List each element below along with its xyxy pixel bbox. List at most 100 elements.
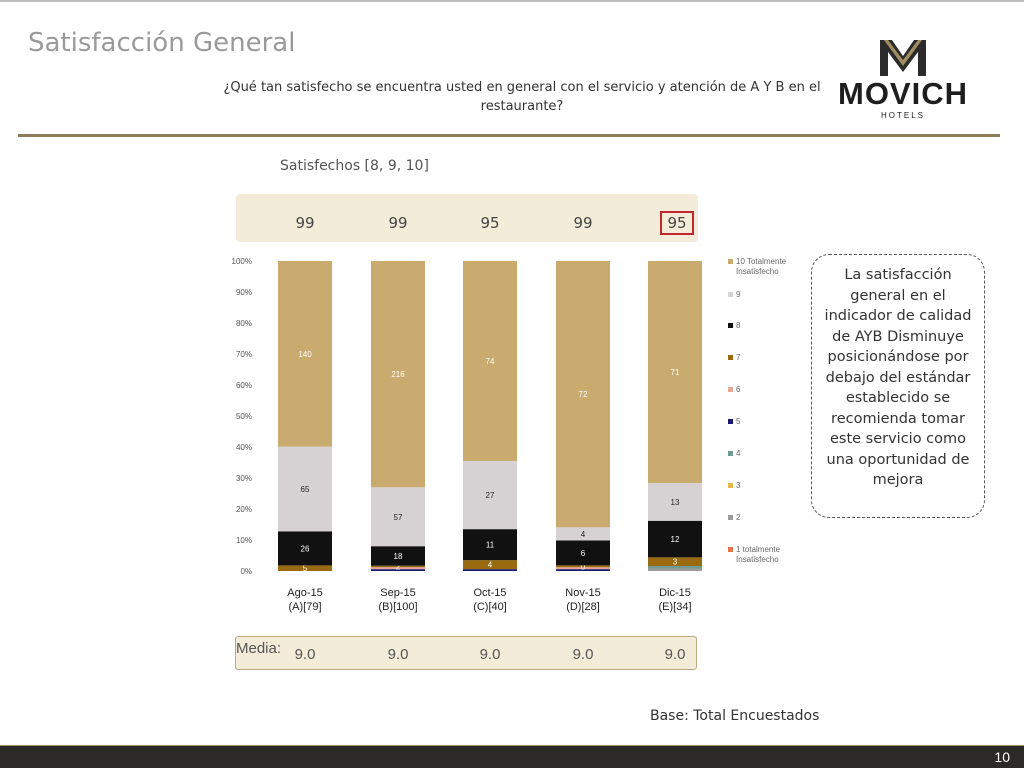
- top-rule: [0, 0, 1024, 2]
- satisfied-value: 99: [295, 214, 315, 232]
- legend-label: 6: [736, 385, 741, 394]
- bar-data-label: 11: [486, 541, 495, 550]
- bar-data-label: 74: [486, 357, 495, 366]
- logo-m-icon: [880, 40, 926, 76]
- legend-label: 10 Totalmente Insatisfecho: [736, 257, 787, 276]
- legend-label: 9: [736, 290, 741, 299]
- base-note: Base: Total Encuestados: [650, 708, 820, 724]
- legend-swatch: [728, 387, 733, 392]
- footer-bar: [0, 746, 1024, 768]
- bar-segment: [556, 565, 610, 568]
- bar-data-label: 18: [394, 552, 403, 561]
- bar-segment: [556, 527, 610, 541]
- bar-segment: [371, 565, 425, 568]
- y-tick-label: 10%: [236, 536, 252, 545]
- legend-label: 4: [736, 449, 741, 458]
- page-number: 10: [994, 749, 1010, 765]
- category-month: Dic-15: [659, 587, 691, 599]
- y-tick-label: 30%: [236, 474, 252, 483]
- bar-segment: [648, 568, 702, 571]
- bar-segment: [278, 261, 332, 447]
- y-tick-label: 80%: [236, 319, 252, 328]
- legend-swatch: [728, 451, 733, 456]
- bar-segment: [463, 261, 517, 461]
- category-base: (C)[40]: [473, 601, 507, 613]
- survey-question: ¿Qué tan satisfecho se encuentra usted e…: [223, 80, 821, 114]
- media-value: 9.0: [572, 646, 594, 663]
- legend-swatch: [728, 292, 733, 297]
- category-month: Nov-15: [565, 587, 601, 599]
- y-tick-label: 20%: [236, 505, 252, 514]
- bar-data-label: 0: [581, 562, 586, 571]
- bar-data-label: 5: [303, 564, 308, 573]
- category-month: Sep-15: [380, 587, 416, 599]
- legend-label: 5: [736, 417, 741, 426]
- bar-data-label: 12: [671, 535, 680, 544]
- bar-data-label: 4: [488, 561, 493, 570]
- legend-label: 3: [736, 481, 741, 490]
- bar-segment: [278, 565, 332, 571]
- media-label: Media:: [236, 640, 282, 657]
- bar-segment: [648, 482, 702, 521]
- bar-segment: [556, 261, 610, 528]
- x-category-label: Dic-15 (E)[34]: [640, 586, 710, 614]
- bar-data-label: 2: [396, 563, 401, 572]
- bar-segment: [648, 520, 702, 558]
- legend-swatch: [728, 515, 733, 520]
- bar-segment: [648, 261, 702, 483]
- legend-swatch: [728, 419, 733, 424]
- logo-wordmark: MOVICH: [838, 76, 968, 111]
- bar-segment: [648, 557, 702, 567]
- bar-segment: [371, 569, 425, 571]
- media-band: [235, 636, 697, 670]
- bar-data-label: 72: [579, 390, 588, 399]
- bar-segment: [648, 566, 702, 569]
- y-tick-label: 70%: [236, 350, 252, 359]
- y-tick-label: 60%: [236, 381, 252, 390]
- bar-segment: [463, 569, 517, 571]
- bar-segment: [463, 460, 517, 530]
- x-category-label: Ago-15 (A)[79]: [270, 586, 340, 614]
- bar-data-label: 4: [581, 530, 586, 539]
- bar-segment: [556, 540, 610, 566]
- slide-title: Satisfacción General: [28, 28, 296, 58]
- satisfied-label: Satisfechos [8, 9, 10]: [280, 158, 429, 174]
- x-category-label: Nov-15 (D)[28]: [548, 586, 618, 614]
- bar-segment: [463, 560, 517, 570]
- bar-data-label: 140: [298, 350, 312, 359]
- logo-subtext: HOTELS: [881, 111, 925, 120]
- bar-segment: [556, 567, 610, 570]
- category-month: Oct-15: [473, 587, 507, 599]
- legend-label: 1 totalmente Insatisfecho: [736, 545, 781, 564]
- x-category-label: Oct-15 (C)[40]: [455, 586, 525, 614]
- bar-data-label: 26: [301, 544, 310, 553]
- legend-label: 7: [736, 353, 741, 362]
- bar-segment: [556, 569, 610, 571]
- y-tick-label: 100%: [232, 257, 252, 266]
- bar-segment: [371, 567, 425, 570]
- header-divider: [18, 134, 1000, 137]
- category-month: Ago-15: [287, 587, 323, 599]
- category-base: (B)[100]: [378, 601, 418, 613]
- legend-swatch: [728, 323, 733, 328]
- bar-data-label: 57: [394, 513, 403, 522]
- satisfied-band: [236, 194, 698, 242]
- y-tick-label: 90%: [236, 288, 252, 297]
- bar-segment: [371, 546, 425, 566]
- bar-segment: [278, 531, 332, 566]
- category-base: (E)[34]: [658, 601, 692, 613]
- stacked-bar-chart: 0%10%20%30%40%50%60%70%80%90%100%5266514…: [232, 257, 702, 576]
- category-base: (A)[79]: [288, 601, 322, 613]
- category-base: (D)[28]: [566, 601, 600, 613]
- bar-data-label: 71: [671, 368, 680, 377]
- bar-segment: [463, 529, 517, 561]
- bar-segment: [371, 487, 425, 547]
- y-tick-label: 0%: [240, 567, 252, 576]
- media-value: 9.0: [479, 646, 501, 663]
- bar-data-label: 216: [391, 370, 405, 379]
- satisfied-value-highlighted: 95: [660, 211, 694, 235]
- bar-data-label: 27: [486, 491, 495, 500]
- legend-label: 8: [736, 321, 741, 330]
- bar-segment: [278, 446, 332, 532]
- media-value: 9.0: [664, 646, 686, 663]
